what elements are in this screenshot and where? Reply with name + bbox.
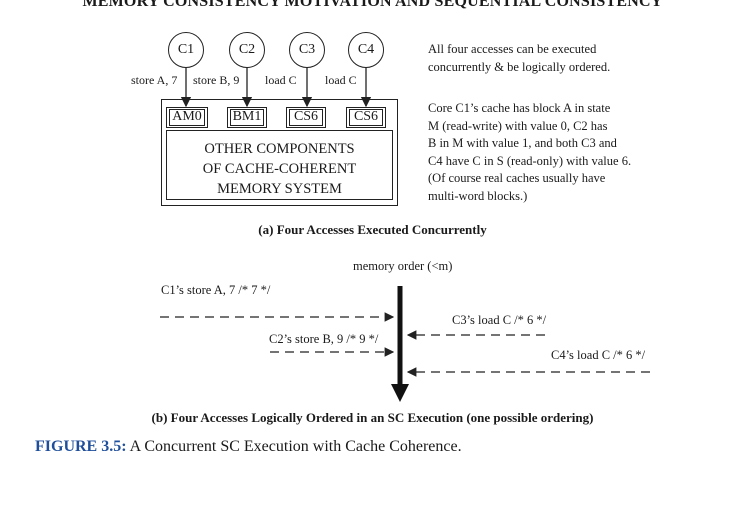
cache-c4-label: CS6 <box>353 109 379 124</box>
note-line-5: (Of course real caches usually have <box>428 171 606 185</box>
memory-order-arrowhead <box>391 384 409 402</box>
figure-number: FIGURE 3.5: <box>35 438 127 455</box>
memory-order-label: memory order (<m) <box>353 259 453 273</box>
memory-system-outer-box <box>161 99 398 206</box>
op-label-c4: C4’s load C /* 6 */ <box>551 348 646 362</box>
note-line-6: multi-word blocks.) <box>428 188 528 203</box>
note-line-4: C4 have C in S (read-only) with value 6. <box>428 153 632 168</box>
cache-c4: CS6 <box>346 107 386 128</box>
op-label-c2: C2’s store B, 9 /* 9 */ <box>269 332 379 346</box>
note-line-2: M (read-write) with value 0, C2 has <box>428 118 608 133</box>
memory-line-2: OF CACHE-COHERENT <box>202 161 357 177</box>
figure-caption-text: A Concurrent SC Execution with Cache Coh… <box>126 438 462 455</box>
core-c2: C2 <box>229 32 265 68</box>
caption-b: (b) Four Accesses Logically Ordered in a… <box>151 410 594 425</box>
page-header: MEMORY CONSISTENCY MOTIVATION AND SEQUEN… <box>82 0 663 10</box>
cache-c2: BM1 <box>227 107 267 128</box>
note-line-1: Core C1’s cache has block A in state <box>428 101 611 115</box>
note-concurrency: All four accesses can be executed concur… <box>428 41 610 76</box>
access-label-c2: store B, 9 <box>193 73 240 87</box>
cache-c3: CS6 <box>286 107 326 128</box>
memory-line-3: MEMORY SYSTEM <box>217 181 342 197</box>
note-cache-states: Core C1’s cache has block A in state M (… <box>428 100 631 205</box>
core-c3: C3 <box>289 32 325 68</box>
core-c4: C4 <box>348 32 384 68</box>
access-label-c3: load C <box>265 73 297 87</box>
caption-a: (a) Four Accesses Executed Concurrently <box>258 222 487 237</box>
memory-line-1: OTHER COMPONENTS <box>204 141 355 157</box>
note-top-line-2: concurrently & be logically ordered. <box>428 59 611 74</box>
op-label-c1: C1’s store A, 7 /* 7 */ <box>161 283 271 297</box>
access-label-c1: store A, 7 <box>131 73 178 87</box>
cache-c1: AM0 <box>166 107 208 128</box>
note-line-3: B in M with value 1, and both C3 and <box>428 136 617 150</box>
memory-system-label: OTHER COMPONENTS OF CACHE-COHERENT MEMOR… <box>166 139 393 199</box>
op-label-c3: C3’s load C /* 6 */ <box>452 313 547 327</box>
note-top-line-1: All four accesses can be executed <box>428 42 597 56</box>
memory-system-inner-box <box>166 130 393 200</box>
cache-c2-label: BM1 <box>232 109 262 124</box>
access-label-c4: load C <box>325 73 357 87</box>
figure-caption: FIGURE 3.5: A Concurrent SC Execution wi… <box>35 438 462 456</box>
cache-c1-label: AM0 <box>172 109 202 124</box>
core-c1: C1 <box>168 32 204 68</box>
cache-c3-label: CS6 <box>293 109 319 124</box>
